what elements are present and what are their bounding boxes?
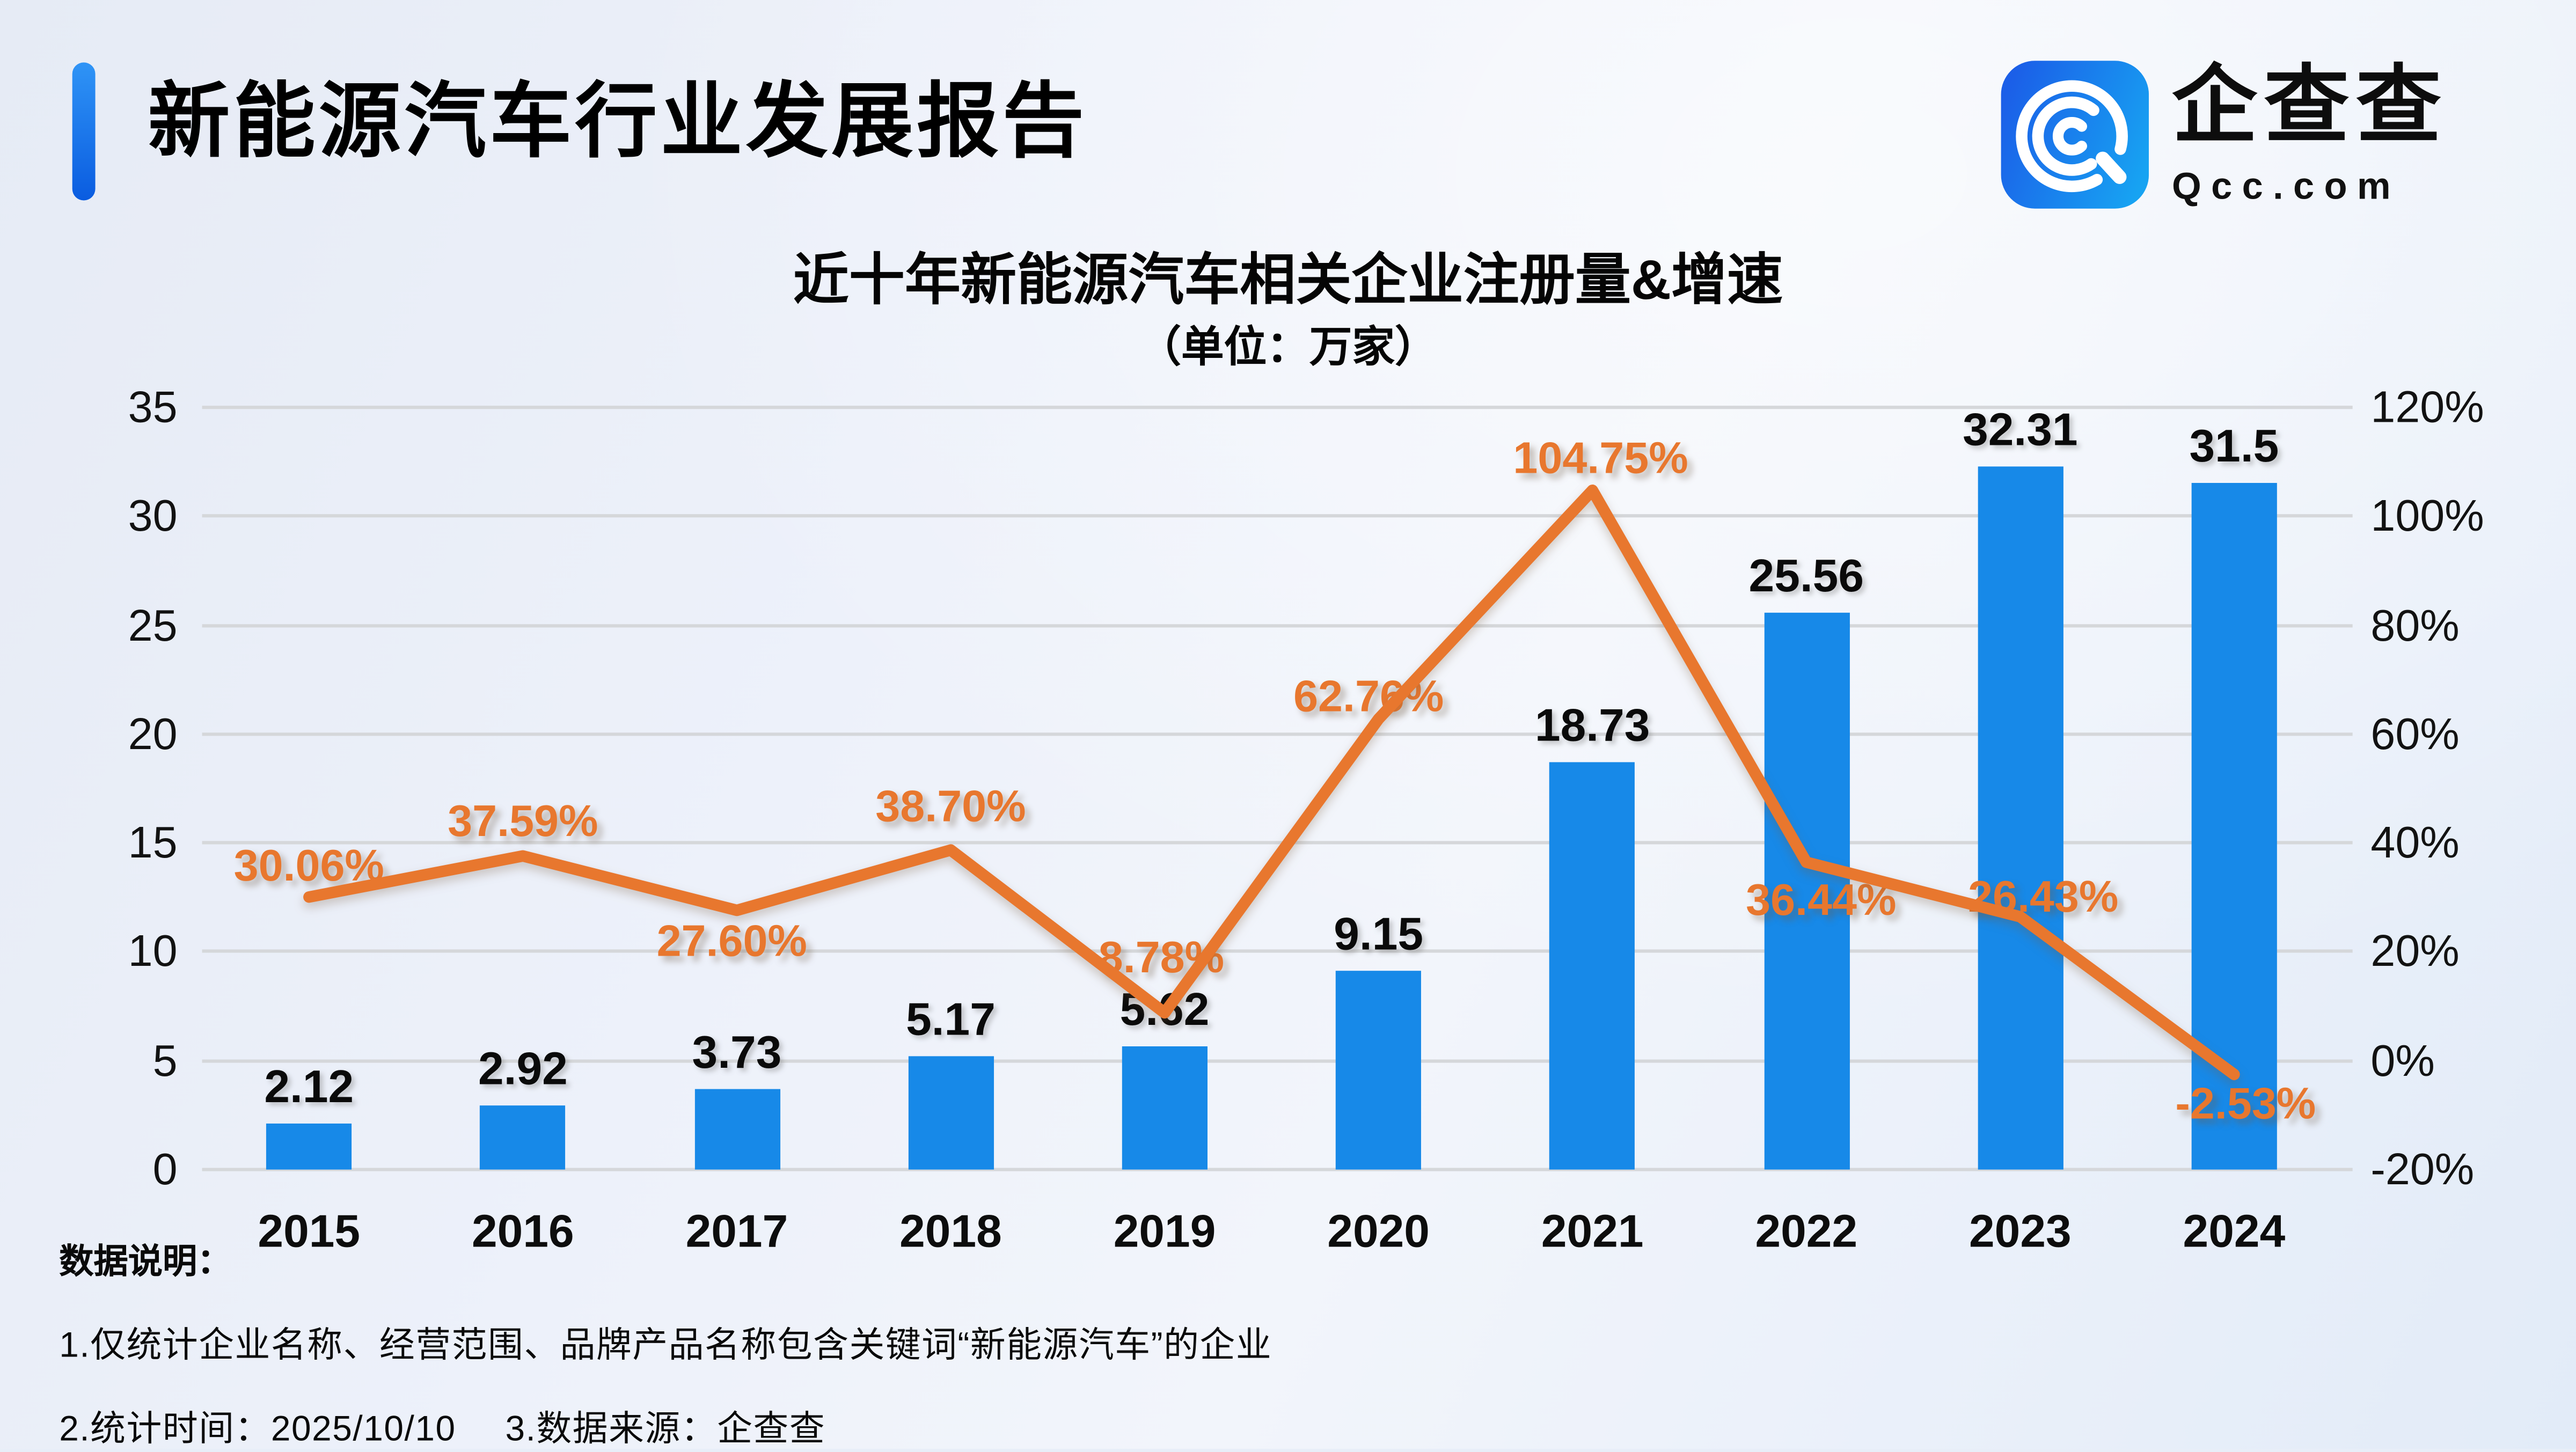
bar-value-label: 3.73 (692, 1025, 782, 1077)
notes-line-2b: 3.数据来源：企查查 (505, 1409, 826, 1449)
bar (1549, 761, 1635, 1170)
notes-line-2: 2.统计时间：2025/10/10 3.数据来源：企查查 (59, 1401, 1272, 1452)
bar-value-label: 5.17 (906, 994, 996, 1046)
left-axis-tick: 30 (128, 492, 178, 541)
notes-line-1: 1.仅统计企业名称、经营范围、品牌产品名称包含关键词“新能源汽车”的企业 (59, 1325, 1272, 1365)
left-axis-tick: 0 (152, 1145, 178, 1194)
brand-domain: Qcc.com (2171, 164, 2401, 207)
bar (1122, 1047, 1208, 1170)
brand-name: 企查查 (2171, 59, 2448, 155)
growth-rate-label: 38.70% (875, 782, 1026, 832)
gridline (202, 406, 2353, 409)
chart-title: 近十年新能源汽车相关企业注册量&增速 (793, 250, 1783, 312)
bar-value-label: 18.73 (1534, 699, 1650, 751)
x-axis-year-label: 2024 (2183, 1205, 2286, 1257)
x-axis-year-label: 2015 (258, 1205, 361, 1257)
right-axis-tick: 60% (2370, 709, 2460, 759)
bar (480, 1106, 566, 1170)
left-axis-tick: 15 (128, 818, 178, 868)
bar (266, 1123, 352, 1170)
right-axis-tick: 80% (2370, 600, 2460, 650)
growth-rate-label: 26.43% (1968, 872, 2119, 922)
bar-value-label: 2.92 (478, 1043, 568, 1095)
bar (1336, 970, 1422, 1170)
x-axis-year-label: 2023 (1968, 1205, 2072, 1257)
right-axis-tick: 100% (2370, 492, 2484, 541)
bar (2191, 483, 2277, 1170)
x-axis-year-label: 2017 (685, 1205, 788, 1257)
notes-line-2a: 2.统计时间：2025/10/10 (59, 1409, 456, 1449)
x-axis-year-label: 2016 (472, 1205, 574, 1257)
x-axis-year-label: 2018 (899, 1205, 1002, 1257)
left-axis-tick: 5 (152, 1036, 178, 1086)
x-axis-year-label: 2019 (1113, 1205, 1216, 1257)
qcc-logo: 企查查 Qcc.com (2001, 59, 2494, 223)
right-axis-tick: 20% (2370, 927, 2460, 977)
right-axis-tick: 0% (2370, 1036, 2435, 1086)
bar-value-label: 25.56 (1748, 550, 1864, 602)
left-axis-tick: 35 (128, 383, 178, 432)
bar-value-label: 32.31 (1963, 404, 2078, 454)
growth-rate-label: 8.78% (1098, 932, 1225, 982)
qcc-logo-icon (2001, 61, 2149, 209)
title-accent-bar (72, 62, 96, 201)
bar (908, 1057, 994, 1170)
bar-value-label: 31.5 (2189, 421, 2279, 472)
growth-rate-label: 27.60% (656, 916, 807, 966)
bar-value-label: 2.12 (264, 1061, 354, 1112)
right-axis-tick: 40% (2370, 818, 2460, 868)
x-axis-year-label: 2021 (1541, 1205, 1644, 1257)
gridline (202, 1168, 2353, 1171)
left-axis-tick: 10 (128, 927, 178, 977)
x-axis-year-label: 2022 (1755, 1205, 1858, 1257)
growth-rate-label: 62.76% (1293, 671, 1444, 721)
x-axis-year-label: 2020 (1327, 1205, 1430, 1257)
left-axis-tick: 25 (128, 600, 178, 650)
growth-rate-label: -2.53% (2175, 1079, 2316, 1129)
growth-rate-label: 104.75% (1513, 432, 1688, 482)
page-title: 新能源汽车行业发展报告 (148, 75, 1088, 168)
left-axis-tick: 20 (128, 709, 178, 759)
right-axis-tick: -20% (2370, 1145, 2475, 1194)
bar-value-label: 5.62 (1119, 985, 1210, 1036)
brand-text: 企查查 Qcc.com (2172, 59, 2448, 209)
chart-subtitle: （单位：万家） (1138, 321, 1438, 371)
bar (694, 1088, 780, 1170)
notes-heading: 数据说明： (59, 1243, 232, 1281)
growth-rate-label: 37.59% (448, 797, 598, 846)
data-notes: 数据说明： 1.仅统计企业名称、经营范围、品牌产品名称包含关键词“新能源汽车”的… (59, 1235, 1272, 1452)
bar (1977, 466, 2063, 1170)
right-axis-tick: 120% (2370, 383, 2484, 432)
